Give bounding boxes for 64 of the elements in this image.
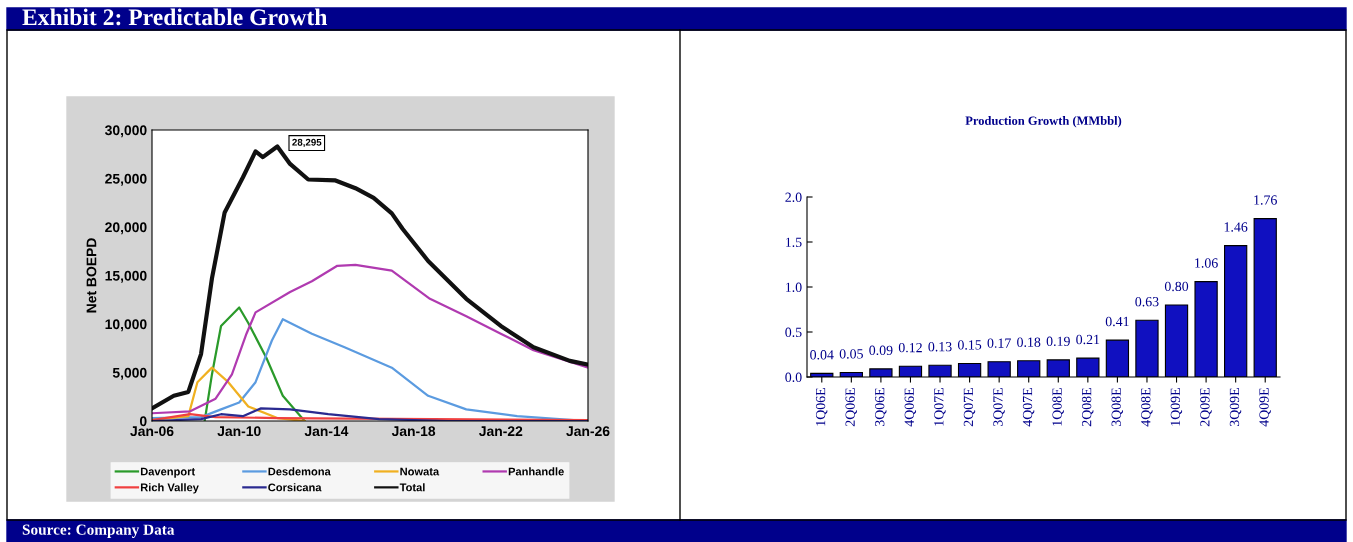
- data-label: 0.04: [810, 350, 834, 360]
- data-label: 0.15: [957, 340, 982, 350]
- data-label: 0.18: [1017, 337, 1041, 347]
- x-tick-label: 3Q07E: [993, 388, 1005, 427]
- x-tick-label: Jan-14: [304, 426, 349, 437]
- y-tick-label: 1.0: [786, 282, 802, 293]
- legend-label: Rich Valley: [140, 483, 199, 494]
- x-tick-label: 4Q08E: [1141, 388, 1153, 427]
- x-tick-label: 2Q08E: [1081, 388, 1094, 427]
- x-tick-label: 2Q07E: [963, 388, 976, 427]
- x-tick-label: Jan-10: [217, 426, 261, 437]
- source-note: Source: Company Data: [22, 524, 175, 538]
- annotation: 28,295: [292, 138, 322, 148]
- x-tick-label: 4Q07E: [1022, 388, 1035, 427]
- data-label: 0.63: [1135, 296, 1159, 307]
- legend-label: Corsicana: [268, 483, 322, 492]
- y-tick-label: 0.5: [785, 327, 802, 338]
- x-tick-label: 4Q09E: [1259, 388, 1271, 427]
- x-tick-label: 3Q08E: [1111, 388, 1123, 427]
- x-tick-label: 1Q08E: [1052, 388, 1064, 426]
- legend-label: Desdemona: [268, 467, 331, 476]
- data-label: 0.09: [869, 345, 893, 356]
- data-label: 0.21: [1076, 334, 1100, 345]
- data-label: 1.06: [1195, 258, 1218, 268]
- data-label: 0.12: [898, 342, 922, 353]
- data-label: 0.41: [1105, 316, 1129, 327]
- x-tick-label: Jan-22: [479, 426, 523, 437]
- x-tick-label: 3Q06E: [875, 388, 887, 427]
- y-tick-label: 0.0: [785, 372, 802, 383]
- x-tick-label: 1Q09E: [1170, 388, 1183, 426]
- y-tick-label: 0: [139, 416, 147, 427]
- x-tick-label: 1Q07E: [934, 388, 946, 426]
- y-axis-title: Net BOEPD: [86, 238, 97, 313]
- x-tick-label: 3Q09E: [1229, 388, 1242, 427]
- x-tick-label: 2Q06E: [845, 388, 857, 427]
- x-tick-label: Jan-18: [391, 426, 436, 437]
- data-label: 0.13: [928, 341, 952, 352]
- legend-label: Davenport: [140, 467, 196, 478]
- y-tick-label: 2.0: [785, 192, 802, 203]
- chart-title: Exhibit 2: Predictable Growth: [22, 8, 328, 26]
- chart-title: Production Growth (MMbbl): [965, 116, 1122, 128]
- x-tick-label: 2Q09E: [1200, 388, 1212, 427]
- legend-label: Total: [399, 483, 425, 492]
- line-series: [152, 263, 588, 415]
- y-tick-label: 30,000: [104, 125, 147, 138]
- data-label: 0.17: [987, 338, 1011, 348]
- x-tick-label: 1Q06E: [815, 388, 828, 426]
- legend-label: Panhandle: [508, 467, 564, 476]
- data-label: 1.46: [1224, 222, 1248, 232]
- x-tick-label: Jan-26: [566, 426, 610, 437]
- y-tick-label: 15,000: [105, 270, 147, 283]
- data-label: 1.76: [1254, 195, 1277, 205]
- x-tick-label: 4Q06E: [904, 388, 917, 427]
- y-tick-label: 10,000: [105, 319, 147, 332]
- legend-label: Nowata: [400, 467, 440, 476]
- y-tick-label: 25,000: [105, 173, 147, 186]
- y-tick-label: 5,000: [112, 367, 147, 380]
- y-tick-label: 1.5: [786, 237, 802, 248]
- y-tick-label: 20,000: [105, 222, 147, 235]
- data-label: 0.19: [1046, 336, 1070, 347]
- data-label: 0.80: [1164, 281, 1189, 292]
- line-series: [203, 306, 306, 421]
- x-tick-label: Jan-06: [130, 426, 174, 437]
- data-label: 0.05: [839, 349, 863, 359]
